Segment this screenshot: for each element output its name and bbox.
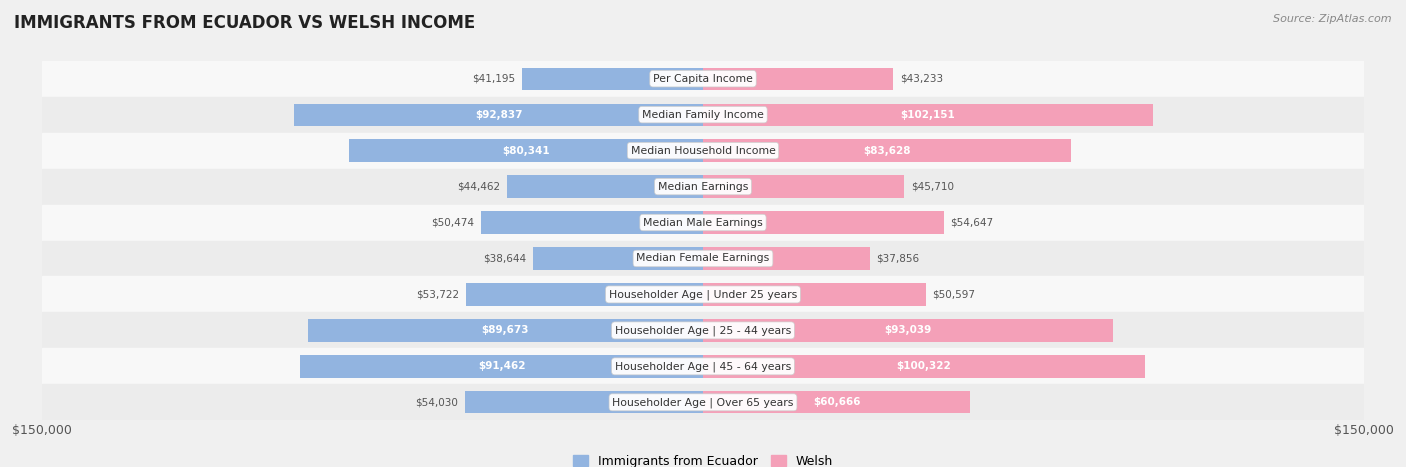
- Text: $80,341: $80,341: [502, 146, 550, 156]
- Text: Householder Age | 45 - 64 years: Householder Age | 45 - 64 years: [614, 361, 792, 372]
- Text: $38,644: $38,644: [484, 254, 526, 263]
- Text: $100,322: $100,322: [897, 361, 952, 371]
- Text: $83,628: $83,628: [863, 146, 911, 156]
- Bar: [42, 276, 1364, 312]
- Bar: [508, 176, 703, 198]
- Bar: [703, 319, 1114, 341]
- Text: $44,462: $44,462: [457, 182, 501, 191]
- Bar: [42, 241, 1364, 276]
- Bar: [703, 212, 943, 234]
- Bar: [294, 104, 703, 126]
- Text: Householder Age | Over 65 years: Householder Age | Over 65 years: [612, 397, 794, 408]
- Text: Median Family Income: Median Family Income: [643, 110, 763, 120]
- Text: Median Female Earnings: Median Female Earnings: [637, 254, 769, 263]
- Bar: [703, 355, 1144, 377]
- Bar: [467, 283, 703, 305]
- Text: Median Male Earnings: Median Male Earnings: [643, 218, 763, 227]
- Bar: [299, 355, 703, 377]
- Text: Householder Age | Under 25 years: Householder Age | Under 25 years: [609, 289, 797, 300]
- Bar: [481, 212, 703, 234]
- Text: Per Capita Income: Per Capita Income: [652, 74, 754, 84]
- Bar: [703, 391, 970, 413]
- Text: Median Earnings: Median Earnings: [658, 182, 748, 191]
- Bar: [522, 68, 703, 90]
- Text: Median Household Income: Median Household Income: [630, 146, 776, 156]
- Text: $54,647: $54,647: [950, 218, 994, 227]
- Text: $60,666: $60,666: [813, 397, 860, 407]
- Bar: [703, 140, 1071, 162]
- Bar: [42, 61, 1364, 97]
- Bar: [465, 391, 703, 413]
- Text: $53,722: $53,722: [416, 290, 460, 299]
- Bar: [42, 312, 1364, 348]
- Bar: [42, 97, 1364, 133]
- Bar: [42, 169, 1364, 205]
- Text: $93,039: $93,039: [884, 325, 932, 335]
- Bar: [42, 205, 1364, 241]
- Legend: Immigrants from Ecuador, Welsh: Immigrants from Ecuador, Welsh: [574, 455, 832, 467]
- Bar: [703, 248, 870, 269]
- Bar: [42, 348, 1364, 384]
- Text: Householder Age | 25 - 44 years: Householder Age | 25 - 44 years: [614, 325, 792, 336]
- Text: $50,597: $50,597: [932, 290, 976, 299]
- Text: Source: ZipAtlas.com: Source: ZipAtlas.com: [1274, 14, 1392, 24]
- Text: $41,195: $41,195: [472, 74, 515, 84]
- Bar: [349, 140, 703, 162]
- Text: $89,673: $89,673: [482, 325, 529, 335]
- Text: $92,837: $92,837: [475, 110, 522, 120]
- Bar: [703, 68, 893, 90]
- Bar: [42, 384, 1364, 420]
- Text: IMMIGRANTS FROM ECUADOR VS WELSH INCOME: IMMIGRANTS FROM ECUADOR VS WELSH INCOME: [14, 14, 475, 32]
- Text: $102,151: $102,151: [901, 110, 956, 120]
- Text: $45,710: $45,710: [911, 182, 955, 191]
- Text: $91,462: $91,462: [478, 361, 526, 371]
- Bar: [703, 283, 927, 305]
- Bar: [533, 248, 703, 269]
- Text: $43,233: $43,233: [900, 74, 943, 84]
- Bar: [42, 133, 1364, 169]
- Text: $50,474: $50,474: [432, 218, 474, 227]
- Bar: [703, 104, 1153, 126]
- Bar: [308, 319, 703, 341]
- Bar: [703, 176, 904, 198]
- Text: $37,856: $37,856: [876, 254, 920, 263]
- Text: $54,030: $54,030: [416, 397, 458, 407]
